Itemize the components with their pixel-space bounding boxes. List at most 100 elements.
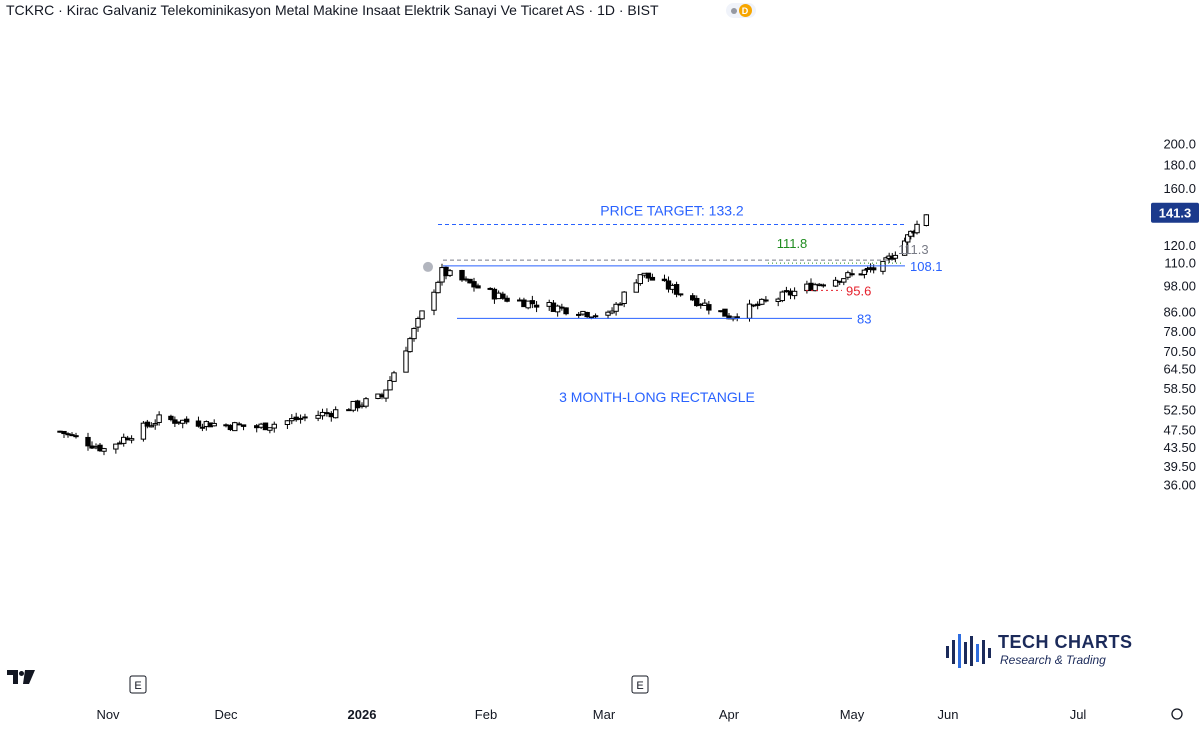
candle-body: [289, 418, 295, 422]
candle: [471, 277, 477, 292]
tradingview-icon[interactable]: [6, 668, 36, 686]
candle-body: [649, 276, 656, 281]
candle-body: [633, 282, 639, 293]
x-tick-label: Mar: [593, 707, 616, 722]
resistance-label: 108.1: [910, 259, 943, 274]
candle: [779, 290, 785, 303]
candle: [812, 282, 818, 292]
candle-body: [637, 274, 643, 285]
candle: [554, 304, 561, 317]
time-axis: Nov Dec 2026 Feb Mar Apr May Jun Jul E E: [96, 675, 1183, 722]
candle: [592, 313, 599, 319]
y-tick-label: 52.50: [1163, 402, 1196, 417]
candle-body: [419, 310, 425, 320]
candle-body: [302, 416, 308, 419]
candle: [407, 336, 413, 353]
candle-body: [621, 291, 627, 304]
candle-body: [734, 316, 740, 319]
candle-body: [354, 400, 361, 409]
candle-body: [923, 214, 930, 226]
candle: [195, 416, 202, 428]
candle-body: [459, 269, 465, 281]
candle: [435, 280, 441, 294]
earnings-box: [631, 675, 649, 694]
y-tick-label: 78.00: [1163, 324, 1196, 339]
candle-body: [113, 443, 119, 450]
y-tick-label: 43.50: [1163, 440, 1196, 455]
x-tick-label: 2026: [348, 707, 377, 722]
candle-body: [605, 311, 611, 316]
candle: [722, 308, 728, 317]
candle-body: [284, 420, 291, 426]
candle-body: [254, 425, 260, 429]
candle-body: [271, 423, 277, 429]
candle-body: [232, 422, 238, 432]
candle-body: [592, 315, 599, 318]
candle-body: [415, 318, 421, 328]
timeframe-badge[interactable]: D: [726, 3, 756, 18]
candle: [284, 420, 291, 430]
candle-body: [328, 412, 334, 418]
candle: [223, 423, 229, 428]
candle: [861, 269, 868, 279]
candle: [690, 293, 696, 302]
candle: [297, 414, 304, 424]
earnings-marker[interactable]: E: [631, 675, 649, 694]
status-dot-icon: [730, 7, 737, 14]
candle-body: [435, 281, 441, 294]
y-tick-label: 58.50: [1163, 381, 1196, 396]
candle-body: [661, 278, 668, 282]
candle-body: [500, 293, 506, 299]
candle-body: [319, 411, 326, 417]
candle-body: [383, 389, 389, 399]
candle: [905, 234, 911, 247]
earnings-marker[interactable]: E: [129, 675, 147, 694]
gear-icon[interactable]: [1171, 708, 1183, 720]
candle: [613, 302, 619, 316]
candle-body: [617, 303, 623, 306]
logo-title: TECH CHARTS: [998, 632, 1133, 652]
candle: [319, 408, 326, 420]
prior-high-label: 111.3: [898, 242, 929, 257]
candle-body: [763, 299, 769, 302]
candle-body: [779, 291, 785, 302]
candle: [350, 400, 356, 413]
candle-body: [584, 311, 590, 318]
candle: [908, 230, 914, 240]
candle: [258, 422, 264, 430]
candle: [140, 421, 147, 442]
candle-body: [391, 372, 397, 382]
candle: [387, 376, 393, 391]
price-target-label: PRICE TARGET: 133.2: [600, 202, 744, 218]
candle: [271, 421, 277, 433]
candle-body: [148, 425, 154, 428]
chart-title: TCKRC · Kirac Galvaniz Telekominikasyon …: [6, 2, 659, 18]
candle-body: [85, 436, 91, 447]
candle-body: [832, 279, 839, 287]
candle-body: [812, 284, 818, 292]
candle: [706, 300, 712, 315]
candle-body: [533, 304, 540, 308]
candle-body: [645, 272, 652, 279]
candle-body: [901, 240, 908, 256]
candle-body: [97, 444, 103, 452]
candle-body: [258, 423, 264, 428]
candle: [328, 411, 334, 422]
candle: [525, 300, 531, 310]
candle: [605, 310, 611, 319]
candle: [914, 220, 920, 235]
y-tick-label: 98.00: [1163, 278, 1196, 293]
candle: [923, 214, 930, 227]
y-tick-label: 180.0: [1163, 158, 1196, 173]
alert-clock-icon[interactable]: [423, 261, 433, 272]
candle-body: [613, 303, 619, 312]
candle: [302, 413, 308, 422]
candle: [504, 295, 510, 303]
x-tick-label: Nov: [96, 707, 120, 722]
candle-body: [403, 350, 409, 373]
candle-body: [791, 290, 798, 297]
candle-body: [152, 423, 158, 426]
candle: [144, 419, 151, 429]
candle-body: [332, 409, 339, 419]
